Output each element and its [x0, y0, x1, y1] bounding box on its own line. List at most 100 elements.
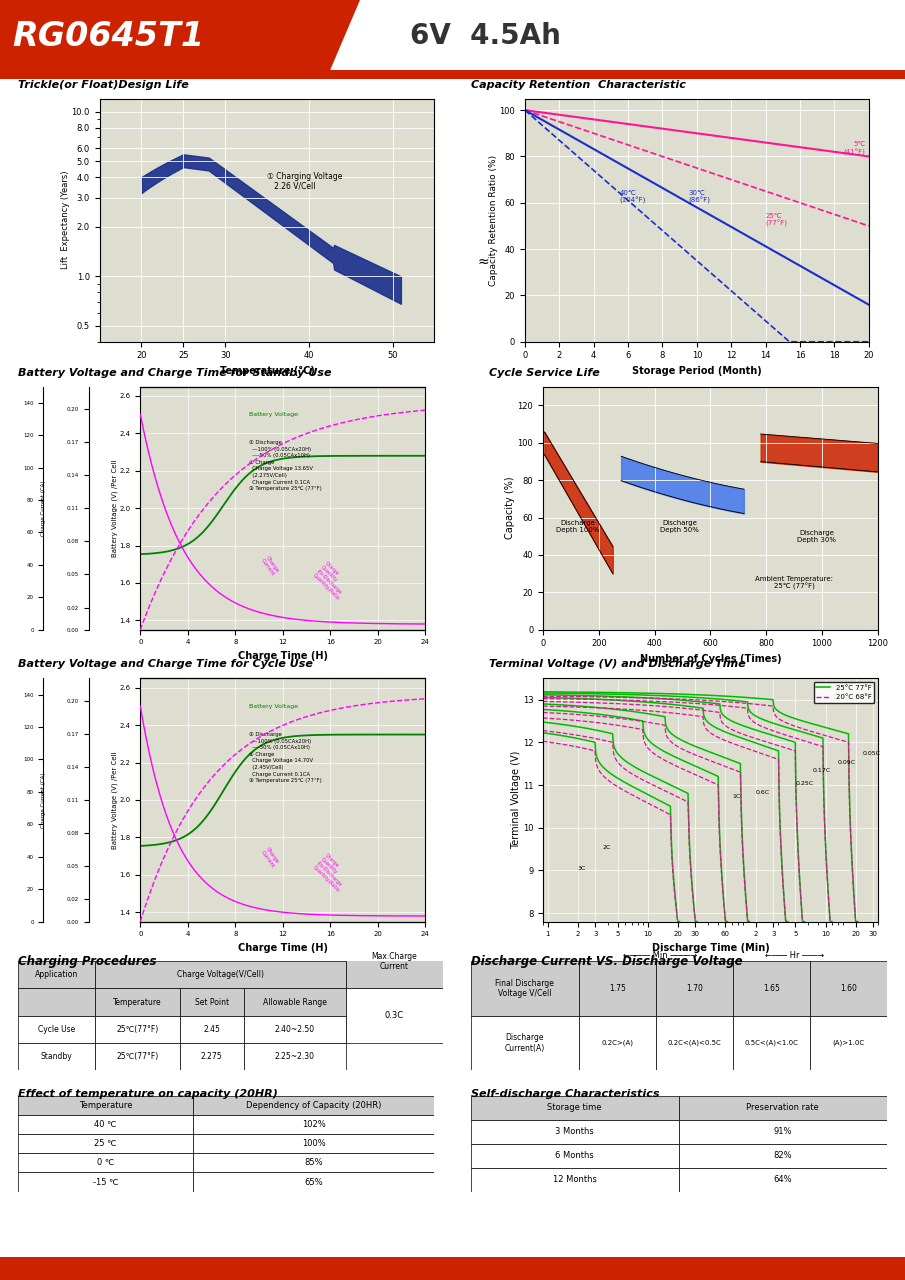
Y-axis label: Terminal Voltage (V): Terminal Voltage (V) [511, 751, 521, 849]
Text: Max.Charge
Current: Max.Charge Current [372, 951, 417, 972]
Text: ←──── Min ────→: ←──── Min ────→ [623, 951, 698, 960]
X-axis label: Charge Time (H): Charge Time (H) [238, 652, 328, 660]
Text: ≈: ≈ [478, 255, 490, 269]
Text: Charge
Current: Charge Current [260, 846, 281, 869]
Y-axis label: Capacity (%): Capacity (%) [505, 477, 515, 539]
Text: 0.25C: 0.25C [795, 781, 814, 786]
Text: Charge
Quantity
(to-Discharge
Quantity)Ratio: Charge Quantity (to-Discharge Quantity)R… [311, 561, 352, 602]
Text: Dependency of Capacity (20HR): Dependency of Capacity (20HR) [246, 1101, 381, 1110]
Text: 2C: 2C [602, 845, 610, 850]
Text: 0.6C: 0.6C [756, 790, 770, 795]
Text: 40 ℃: 40 ℃ [94, 1120, 117, 1129]
Bar [95, 1043, 180, 1070]
Bar [180, 1016, 243, 1043]
Text: Temperature: Temperature [113, 997, 161, 1006]
Text: Discharge
Current(A): Discharge Current(A) [505, 1033, 545, 1052]
Text: Allowable Range: Allowable Range [262, 997, 327, 1006]
Text: Charge
Quantity
(to-Discharge
Quantity)Ratio: Charge Quantity (to-Discharge Quantity)R… [311, 852, 352, 893]
Bar [180, 988, 243, 1016]
Y-axis label: Capacity Retention Ratio (%): Capacity Retention Ratio (%) [489, 155, 498, 285]
Bar [810, 961, 887, 1016]
Bar [18, 1172, 193, 1192]
Bar [733, 961, 810, 1016]
Text: 82%: 82% [774, 1151, 792, 1160]
Text: ① Discharge
  —100% (0.05CAx20H)
  ----50% (0.05CAx10H)
② Charge
  Charge Voltag: ① Discharge —100% (0.05CAx20H) ----50% (… [249, 732, 321, 783]
Text: Set Point: Set Point [195, 997, 229, 1006]
Text: 0.05C: 0.05C [862, 751, 881, 756]
Text: 25℃(77°F): 25℃(77°F) [116, 1052, 158, 1061]
Bar [193, 1115, 434, 1134]
Bar [679, 1120, 887, 1144]
Text: Temperature: Temperature [79, 1101, 132, 1110]
Text: 1.70: 1.70 [686, 984, 703, 993]
Bar [193, 1172, 434, 1192]
Text: 64%: 64% [774, 1175, 792, 1184]
Text: 0.5C<(A)<1.0C: 0.5C<(A)<1.0C [745, 1039, 798, 1046]
Text: Capacity Retention  Characteristic: Capacity Retention Characteristic [471, 79, 685, 90]
Text: ① Discharge
  —100% (0.05CAx20H)
  ----50% (0.05CAx10H)
② Charge
  Charge Voltag: ① Discharge —100% (0.05CAx20H) ----50% (… [249, 440, 321, 492]
Text: 85%: 85% [304, 1158, 323, 1167]
X-axis label: Temperature (°C): Temperature (°C) [220, 366, 314, 376]
Text: 2.40~2.50: 2.40~2.50 [274, 1025, 315, 1034]
Text: Battery Voltage and Charge Time for Cycle Use: Battery Voltage and Charge Time for Cycl… [18, 659, 313, 669]
Bar [18, 1016, 95, 1043]
Bar [733, 1016, 810, 1070]
Text: Discharge
Depth 50%: Discharge Depth 50% [661, 521, 700, 534]
Bar [193, 1153, 434, 1172]
Text: Effect of temperature on capacity (20HR): Effect of temperature on capacity (20HR) [18, 1089, 278, 1100]
Text: Cycle Use: Cycle Use [38, 1025, 75, 1034]
Bar [18, 961, 95, 988]
Text: Charge
Current: Charge Current [260, 554, 281, 577]
Bar [243, 988, 346, 1016]
Y-axis label: Charge Current (CA): Charge Current (CA) [41, 480, 46, 536]
Text: Discharge
Depth 30%: Discharge Depth 30% [797, 530, 836, 543]
Text: Storage time: Storage time [548, 1103, 602, 1112]
Text: 0.2C<(A)<0.5C: 0.2C<(A)<0.5C [668, 1039, 721, 1046]
Text: Trickle(or Float)Design Life: Trickle(or Float)Design Life [18, 79, 189, 90]
Bar [193, 1096, 434, 1115]
Text: 40℃
(104°F): 40℃ (104°F) [619, 189, 646, 205]
Bar [346, 934, 443, 988]
Bar [471, 1120, 679, 1144]
Text: Application: Application [34, 970, 78, 979]
Bar [18, 1096, 193, 1115]
Bar [193, 1134, 434, 1153]
Y-axis label: Battery Voltage (V) /Per Cell: Battery Voltage (V) /Per Cell [111, 751, 118, 849]
Text: 6 Months: 6 Months [556, 1151, 594, 1160]
Text: Standby: Standby [41, 1052, 72, 1061]
Text: Final Discharge
Voltage V/Cell: Final Discharge Voltage V/Cell [495, 979, 554, 998]
Text: 3C: 3C [577, 867, 586, 872]
Bar [18, 1115, 193, 1134]
Text: 102%: 102% [301, 1120, 326, 1129]
Bar [679, 1144, 887, 1167]
Text: 2.45: 2.45 [204, 1025, 220, 1034]
Text: 6V  4.5Ah: 6V 4.5Ah [410, 22, 561, 50]
Bar [95, 961, 346, 988]
X-axis label: Number of Cycles (Times): Number of Cycles (Times) [640, 654, 781, 664]
Text: Battery Voltage: Battery Voltage [249, 704, 298, 709]
Y-axis label: Battery Voltage (V) /Per Cell: Battery Voltage (V) /Per Cell [111, 460, 118, 557]
Text: Battery Voltage and Charge Time for Standby Use: Battery Voltage and Charge Time for Stan… [18, 367, 331, 378]
Polygon shape [0, 0, 360, 70]
Text: 0.09C: 0.09C [838, 760, 856, 764]
Bar [810, 1016, 887, 1070]
Text: 25 ℃: 25 ℃ [94, 1139, 117, 1148]
Text: ←─── Hr ───→: ←─── Hr ───→ [765, 951, 824, 960]
Text: RG0645T1: RG0645T1 [12, 19, 205, 52]
Text: 100%: 100% [301, 1139, 326, 1148]
Text: (A)>1.0C: (A)>1.0C [833, 1039, 864, 1046]
Bar [471, 1096, 679, 1120]
X-axis label: Discharge Time (Min): Discharge Time (Min) [652, 943, 769, 952]
Text: ① Charging Voltage
   2.26 V/Cell: ① Charging Voltage 2.26 V/Cell [267, 172, 342, 191]
Text: 91%: 91% [774, 1128, 792, 1137]
Text: 0.17C: 0.17C [813, 768, 831, 773]
Text: 1.75: 1.75 [609, 984, 625, 993]
Text: Charging Procedures: Charging Procedures [18, 955, 157, 968]
Text: Cycle Service Life: Cycle Service Life [489, 367, 599, 378]
Text: 30℃
(86°F): 30℃ (86°F) [688, 189, 710, 205]
Bar [95, 988, 180, 1016]
Bar [180, 1043, 243, 1070]
Bar [471, 961, 579, 1016]
Bar [243, 1016, 346, 1043]
Text: Charge Voltage(V/Cell): Charge Voltage(V/Cell) [176, 970, 263, 979]
